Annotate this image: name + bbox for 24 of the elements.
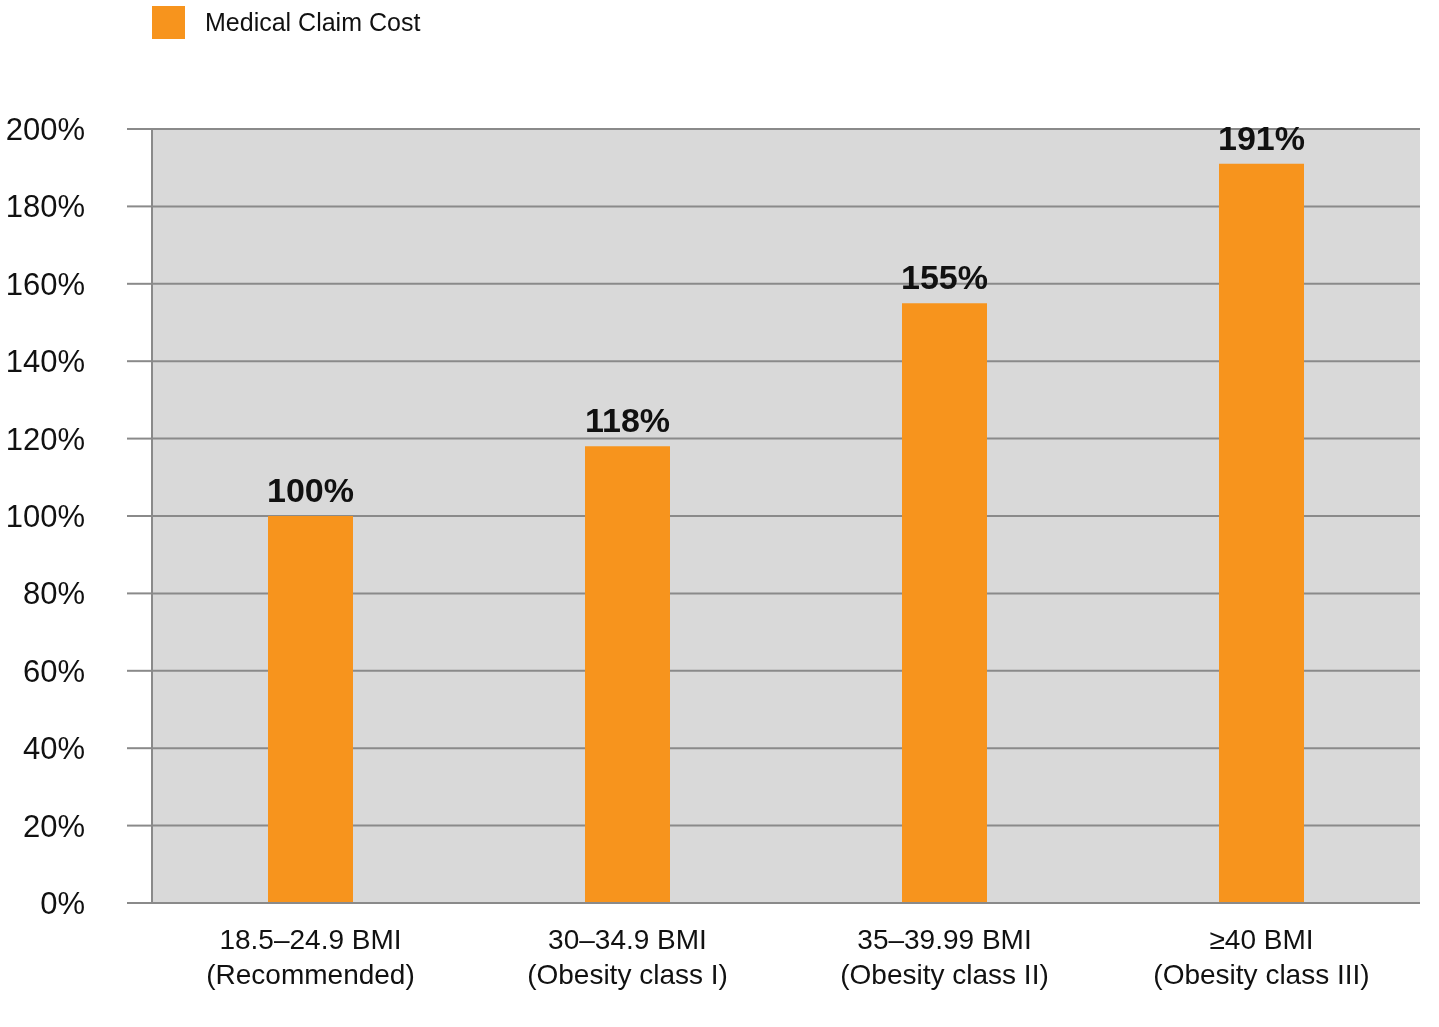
y-tick-label: 160% — [5, 266, 85, 302]
x-tick-label: 35–39.99 BMI (Obesity class II) — [840, 924, 1049, 990]
y-tick-label: 120% — [5, 421, 85, 457]
bar — [268, 516, 353, 903]
y-tick-label: 180% — [5, 189, 85, 225]
x-tick-label: 18.5–24.9 BMI (Recommended) — [206, 924, 415, 990]
y-tick-label: 0% — [40, 886, 85, 922]
y-tick-label: 140% — [5, 344, 85, 380]
bar — [1219, 163, 1304, 903]
data-label: 191% — [1218, 118, 1305, 157]
data-label: 155% — [901, 258, 988, 297]
data-label: 100% — [267, 471, 354, 509]
bar — [902, 303, 987, 903]
y-tick-label: 40% — [22, 731, 85, 767]
x-tick-label: ≥40 BMI (Obesity class III) — [1153, 924, 1370, 990]
x-tick-label: 30–34.9 BMI (Obesity class I) — [527, 924, 728, 990]
y-tick-label: 60% — [22, 653, 85, 689]
bar — [585, 446, 670, 903]
data-label: 118% — [584, 401, 671, 440]
y-tick-label: 80% — [22, 576, 85, 612]
y-tick-label: 20% — [22, 808, 85, 844]
y-tick-label: 100% — [5, 499, 85, 535]
y-tick-label: 200% — [5, 112, 85, 148]
legend-label: Medical Claim Cost — [205, 8, 421, 37]
